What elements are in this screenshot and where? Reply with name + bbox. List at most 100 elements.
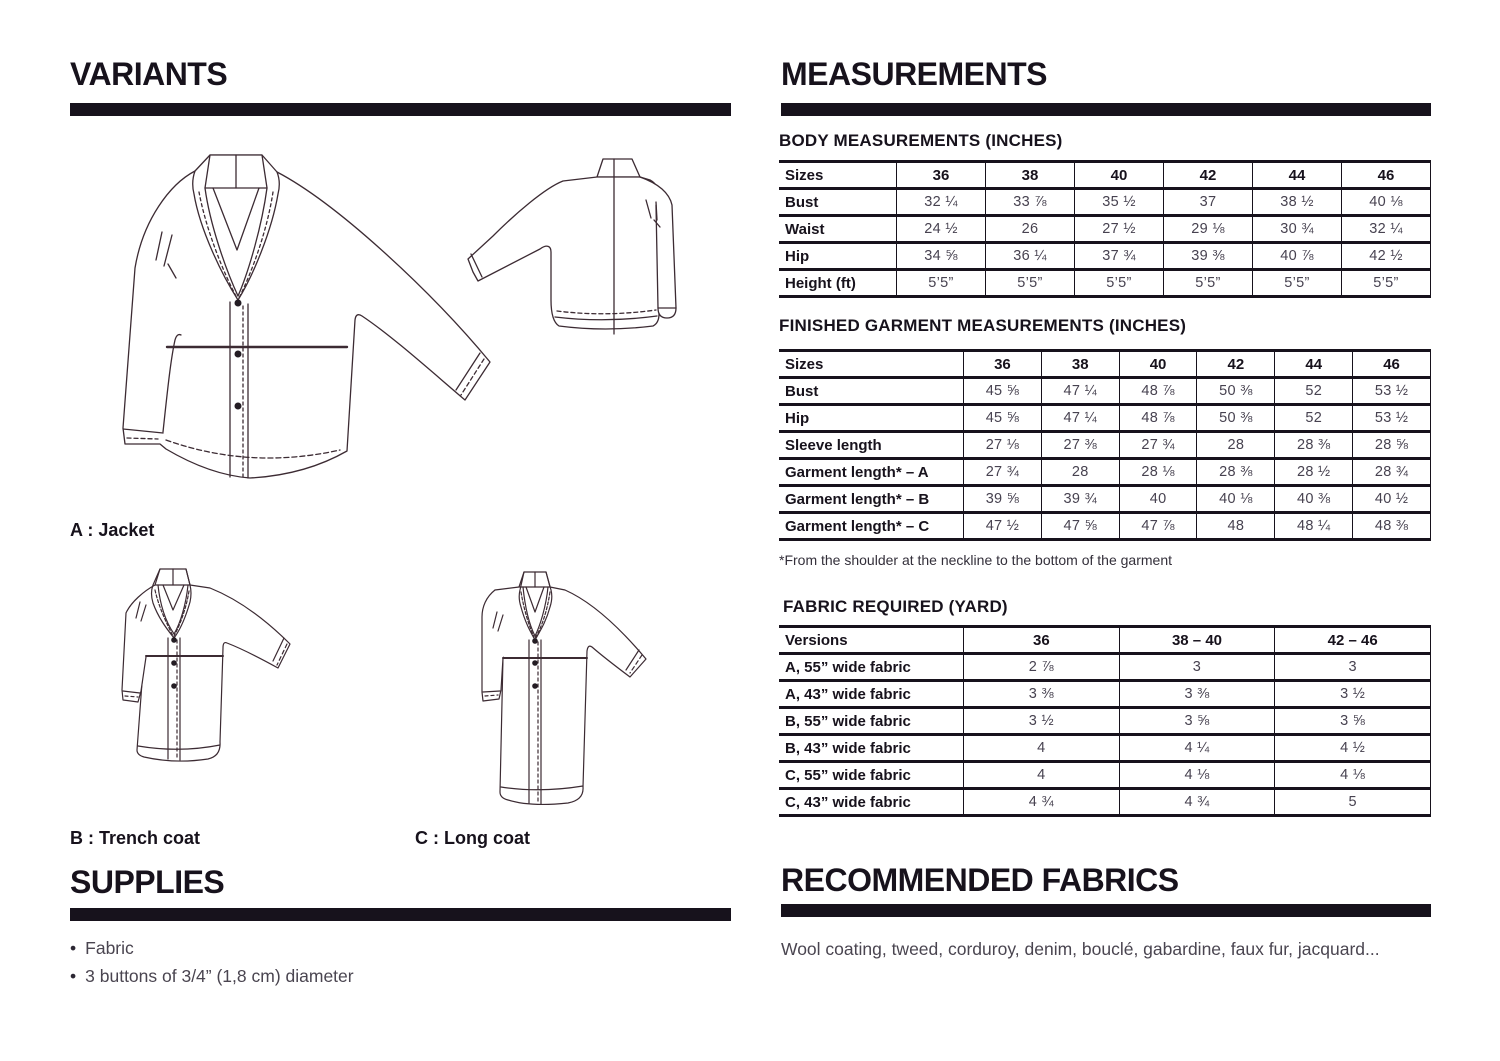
supply-item: • Fabric xyxy=(70,934,354,962)
value-cell: 5 xyxy=(1274,788,1431,816)
value-cell: 48 xyxy=(1196,512,1275,540)
row-label-cell: Garment length* – B xyxy=(785,490,930,508)
value-cell: 34 ⅝ xyxy=(896,242,986,270)
value-cell: 3 ½ xyxy=(1274,680,1431,708)
row-label-cell: Bust xyxy=(785,382,819,400)
table-header-row: Sizes 36 38 40 42 44 46 xyxy=(779,161,1431,189)
value-cell: 3 ⅜ xyxy=(963,680,1120,708)
value-cell: 4 ¾ xyxy=(963,788,1120,816)
header-size-cell: 42 – 46 xyxy=(1274,626,1431,654)
value-cell: 52 xyxy=(1274,377,1353,405)
value-cell: 4 xyxy=(963,761,1120,789)
value-cell: 5’5” xyxy=(896,269,986,297)
header-size-cell: 42 xyxy=(1196,350,1275,378)
row-label-cell: Garment length* – C xyxy=(785,517,930,535)
table-row: Garment length* – A 27 ¾ 28 28 ⅛ 28 ⅜ 28 ½ 28 … xyxy=(779,458,1431,486)
recommended-fabrics-text: Wool coating, tweed, corduroy, denim, bo… xyxy=(781,939,1380,959)
header-size-cell: 36 xyxy=(896,161,986,189)
row-label-cell: Hip xyxy=(785,409,810,427)
variant-c-label: C : Long coat xyxy=(415,828,530,848)
table-row: Waist 24 ½ 26 27 ½ 29 ⅛ 30 ¾ 32 ¼ xyxy=(779,215,1431,243)
value-cell: 32 ¼ xyxy=(1341,215,1431,243)
value-cell: 4 ⅛ xyxy=(1118,761,1275,789)
value-cell: 47 ⅞ xyxy=(1118,512,1197,540)
value-cell: 5’5” xyxy=(1341,269,1431,297)
garment-measurements-subtitle: FINISHED GARMENT MEASUREMENTS (INCHES) xyxy=(779,316,1187,335)
header-size-cell: 42 xyxy=(1163,161,1253,189)
value-cell: 28 ¾ xyxy=(1352,458,1431,486)
value-cell: 40 ⅜ xyxy=(1274,485,1353,513)
table-header-row: Versions 36 38 – 40 42 – 46 xyxy=(779,626,1431,654)
value-cell: 38 ½ xyxy=(1252,188,1342,216)
value-cell: 47 ¼ xyxy=(1040,404,1120,432)
value-cell: 5’5” xyxy=(985,269,1075,297)
value-cell: 40 ⅛ xyxy=(1341,188,1431,216)
recommended-fabrics-title-rule xyxy=(781,904,1431,917)
table-row: Height (ft) 5’5” 5’5” 5’5” 5’5” 5’5” 5’5” xyxy=(779,269,1431,297)
value-cell: 48 ⅞ xyxy=(1118,404,1197,432)
supplies-list: • Fabric • 3 buttons of 3/4” (1,8 cm) di… xyxy=(70,934,354,990)
value-cell: 30 ¾ xyxy=(1252,215,1342,243)
table-row: Garment length* – C 47 ½ 47 ⅝ 47 ⅞ 48 48 ¼ 48 … xyxy=(779,512,1431,540)
row-label-cell: B, 55” wide fabric xyxy=(785,712,911,730)
value-cell: 27 ⅛ xyxy=(963,431,1042,459)
value-cell: 53 ½ xyxy=(1352,377,1431,405)
value-cell: 42 ½ xyxy=(1341,242,1431,270)
value-cell: 36 ¼ xyxy=(985,242,1075,270)
value-cell: 47 ½ xyxy=(963,512,1042,540)
bullet-icon: • xyxy=(70,938,77,958)
row-label-cell: A, 55” wide fabric xyxy=(785,658,911,676)
value-cell: 47 ¼ xyxy=(1040,377,1120,405)
header-size-cell: 44 xyxy=(1252,161,1342,189)
value-cell: 40 ⅛ xyxy=(1196,485,1275,513)
table-row: Bust 45 ⅝ 47 ¼ 48 ⅞ 50 ⅜ 52 53 ½ xyxy=(779,377,1431,405)
value-cell: 5’5” xyxy=(1074,269,1164,297)
header-label-cell: Versions xyxy=(785,631,848,649)
value-cell: 40 ½ xyxy=(1352,485,1431,513)
header-size-cell: 36 xyxy=(963,350,1042,378)
row-label-cell: Sleeve length xyxy=(785,436,882,454)
value-cell: 4 xyxy=(963,734,1120,762)
variant-b-label: B : Trench coat xyxy=(70,828,201,848)
value-cell: 45 ⅝ xyxy=(963,377,1042,405)
value-cell: 27 ¾ xyxy=(963,458,1042,486)
variants-section-title: VARIANTS xyxy=(70,56,228,92)
value-cell: 29 ⅛ xyxy=(1163,215,1253,243)
long-coat-drawing xyxy=(481,571,647,806)
value-cell: 4 ¾ xyxy=(1118,788,1275,816)
header-size-cell: 40 xyxy=(1118,350,1197,378)
garment-length-footnote: *From the shoulder at the neckline to th… xyxy=(779,552,1172,568)
value-cell: 53 ½ xyxy=(1352,404,1431,432)
value-cell: 39 ⅜ xyxy=(1163,242,1253,270)
fabric-required-subtitle: FABRIC REQUIRED (YARD) xyxy=(783,597,1008,616)
header-size-cell: 46 xyxy=(1341,161,1431,189)
variants-title-rule xyxy=(70,103,731,116)
supplies-title-rule xyxy=(70,908,731,921)
value-cell: 5’5” xyxy=(1252,269,1342,297)
table-row: Hip 45 ⅝ 47 ¼ 48 ⅞ 50 ⅜ 52 53 ½ xyxy=(779,404,1431,432)
row-label-cell: Bust xyxy=(785,193,819,211)
jacket-front-drawing xyxy=(122,154,491,479)
value-cell: 3 xyxy=(1118,653,1275,681)
row-label-cell: Garment length* – A xyxy=(785,463,929,481)
table-row: Garment length* – B 39 ⅝ 39 ¾ 40 40 ⅛ 40 ⅜ 40 … xyxy=(779,485,1431,513)
value-cell: 4 ¼ xyxy=(1118,734,1275,762)
value-cell: 27 ¾ xyxy=(1118,431,1197,459)
value-cell: 33 ⅞ xyxy=(985,188,1075,216)
row-label-cell: C, 55” wide fabric xyxy=(785,766,911,784)
row-label-cell: Hip xyxy=(785,247,810,265)
table-row: Hip 34 ⅝ 36 ¼ 37 ¾ 39 ⅜ 40 ⅞ 42 ½ xyxy=(779,242,1431,270)
bullet-icon: • xyxy=(70,966,77,986)
value-cell: 37 ¾ xyxy=(1074,242,1164,270)
value-cell: 24 ½ xyxy=(896,215,986,243)
header-size-cell: 36 xyxy=(963,626,1120,654)
value-cell: 28 ½ xyxy=(1274,458,1353,486)
header-size-cell: 38 – 40 xyxy=(1118,626,1275,654)
header-size-cell: 38 xyxy=(985,161,1075,189)
header-size-cell: 40 xyxy=(1074,161,1164,189)
header-size-cell: 38 xyxy=(1040,350,1120,378)
header-size-cell: 44 xyxy=(1274,350,1353,378)
row-label-cell: Height (ft) xyxy=(785,274,856,292)
